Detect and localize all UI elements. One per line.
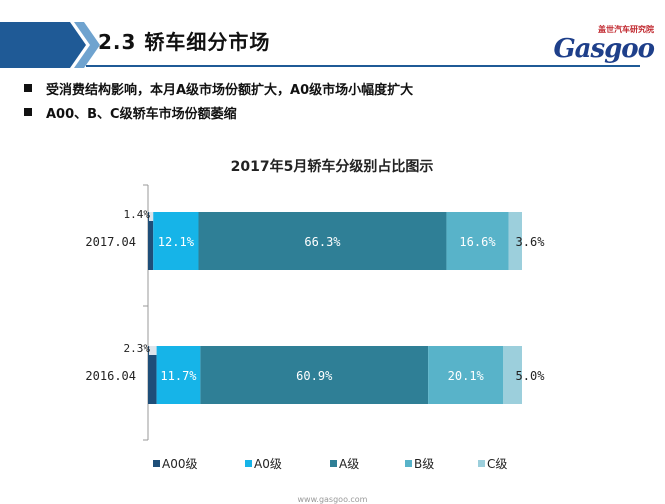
legend-label: A00级 <box>162 457 197 471</box>
data-label: 66.3% <box>304 235 341 249</box>
data-label: 60.9% <box>296 369 333 383</box>
section-title: 2.3 轿车细分市场 <box>98 30 271 54</box>
data-label: 12.1% <box>158 235 195 249</box>
bullet-square-icon <box>24 84 32 92</box>
bar-segment <box>156 346 201 404</box>
bullet-text: 受消费结构影响，本月A级市场份额扩大，A0级市场小幅度扩大 <box>46 82 414 98</box>
bullet-item: 受消费结构影响，本月A级市场份额扩大，A0级市场小幅度扩大 <box>24 76 413 100</box>
bar-segment <box>200 346 429 404</box>
legend-label: B级 <box>414 457 434 471</box>
bar-segment <box>446 212 509 270</box>
bullet-item: A00、B、C级轿车市场份额萎缩 <box>24 100 413 124</box>
footer-url: www.gasgoo.com <box>297 495 368 504</box>
legend-swatch <box>405 460 412 467</box>
data-label: 16.6% <box>459 235 496 249</box>
brand-sub: 盖世汽车研究院 <box>598 25 654 34</box>
bullet-square-icon <box>24 108 32 116</box>
bullet-list: 受消费结构影响，本月A级市场份额扩大，A0级市场小幅度扩大 A00、B、C级轿车… <box>24 76 413 124</box>
header-banner-shape <box>0 22 640 68</box>
legend-label: C级 <box>487 457 507 471</box>
legend-swatch <box>330 460 337 467</box>
brand-logo: 盖世汽车研究院 Gasgoo <box>548 24 658 64</box>
data-label: 2.3% <box>124 342 151 355</box>
legend-label: A0级 <box>254 457 282 471</box>
bar-segment <box>508 212 522 270</box>
data-label: 11.7% <box>160 369 197 383</box>
data-label: 20.1% <box>448 369 485 383</box>
legend-swatch <box>153 460 160 467</box>
legend-swatch <box>245 460 252 467</box>
bullet-text: A00、B、C级轿车市场份额萎缩 <box>46 106 237 122</box>
category-label: 2016.04 <box>85 369 136 383</box>
header-arrow-light <box>74 22 100 68</box>
brand-main: Gasgoo <box>553 34 655 64</box>
bar-segment <box>148 212 154 270</box>
legend-swatch <box>478 460 485 467</box>
category-label: 2017.04 <box>85 235 136 249</box>
bar-segment <box>198 212 447 270</box>
header-banner <box>0 22 665 68</box>
bar-segment <box>428 346 504 404</box>
data-label: 3.6% <box>516 235 546 249</box>
data-label: 5.0% <box>516 369 546 383</box>
chart-title: 2017年5月轿车分级别占比图示 <box>231 158 434 175</box>
data-label: 1.4% <box>124 208 151 221</box>
bar-segment <box>148 346 157 404</box>
header-arrow-dark <box>0 22 86 68</box>
bar-segment <box>503 346 522 404</box>
bar-segment <box>153 212 199 270</box>
legend-label: A级 <box>339 457 359 471</box>
